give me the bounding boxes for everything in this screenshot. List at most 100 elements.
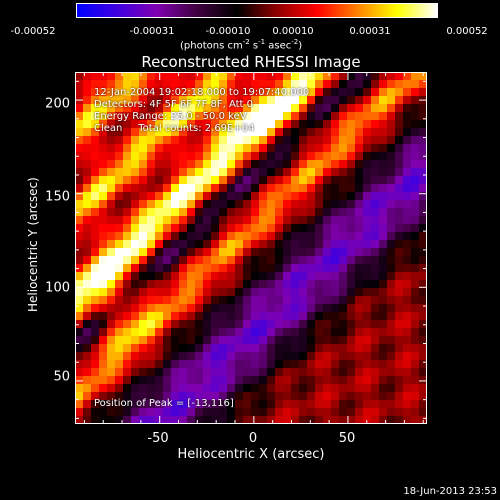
heatmap-cell [355, 408, 364, 417]
heatmap-cell [251, 320, 260, 329]
heatmap-cell [347, 336, 356, 345]
heatmap-cell [123, 144, 132, 153]
heatmap-cell [163, 88, 172, 97]
heatmap-cell [243, 200, 252, 209]
heatmap-cell [75, 120, 84, 129]
heatmap-cell [371, 88, 380, 97]
heatmap-cell [187, 176, 196, 185]
heatmap-cell [267, 408, 276, 417]
heatmap-cell [275, 416, 284, 424]
heatmap-cell [107, 192, 116, 201]
heatmap-cell [331, 136, 340, 145]
heatmap-cell [299, 112, 308, 121]
heatmap-cell [187, 224, 196, 233]
heatmap-cell [123, 128, 132, 137]
heatmap-cell [291, 368, 300, 377]
heatmap-cell [139, 248, 148, 257]
heatmap-cell [259, 144, 268, 153]
heatmap-cell [131, 264, 140, 273]
heatmap-cell [379, 232, 388, 241]
heatmap-cell [291, 256, 300, 265]
heatmap-cell [195, 120, 204, 129]
heatmap-cell [187, 200, 196, 209]
heatmap-cell [107, 136, 116, 145]
heatmap-cell [403, 232, 412, 241]
heatmap-cell [99, 160, 108, 169]
heatmap-cell [291, 344, 300, 353]
heatmap-cell [259, 392, 268, 401]
heatmap-cell [387, 408, 396, 417]
heatmap-cell [395, 216, 404, 225]
heatmap-cell [323, 168, 332, 177]
heatmap-cell [163, 336, 172, 345]
heatmap-cell [419, 136, 427, 145]
heatmap-cell [371, 392, 380, 401]
heatmap-cell [243, 304, 252, 313]
heatmap-cell [267, 168, 276, 177]
heatmap-cell [387, 400, 396, 409]
heatmap-cell [147, 128, 156, 137]
heatmap-cell [179, 72, 188, 81]
heatmap-cell [347, 72, 356, 81]
heatmap-cell [211, 216, 220, 225]
heatmap-cell [291, 400, 300, 409]
heatmap-cell [219, 144, 228, 153]
heatmap-cell [139, 352, 148, 361]
heatmap-cell [107, 328, 116, 337]
heatmap-cell [251, 368, 260, 377]
heatmap-cell [403, 192, 412, 201]
heatmap-cell [395, 144, 404, 153]
heatmap-cell [267, 120, 276, 129]
heatmap-cell [115, 288, 124, 297]
heatmap-cell [419, 272, 427, 281]
heatmap-cell [355, 280, 364, 289]
heatmap-cell [403, 160, 412, 169]
heatmap-cell [355, 296, 364, 305]
heatmap-cell [147, 272, 156, 281]
heatmap-cell [355, 112, 364, 121]
heatmap-cell [267, 336, 276, 345]
heatmap-cell [283, 208, 292, 217]
heatmap-cell [331, 360, 340, 369]
heatmap-cell [299, 392, 308, 401]
heatmap-cell [339, 192, 348, 201]
heatmap-cell [395, 400, 404, 409]
heatmap-cell [355, 384, 364, 393]
heatmap-cell [403, 400, 412, 409]
heatmap-cell [163, 248, 172, 257]
heatmap-cell [331, 88, 340, 97]
heatmap-cell [267, 416, 276, 424]
heatmap-cell [419, 200, 427, 209]
heatmap-cell [339, 248, 348, 257]
heatmap-cell [419, 88, 427, 97]
heatmap-cell [115, 200, 124, 209]
heatmap-cell [115, 72, 124, 81]
heatmap-cell [195, 272, 204, 281]
heatmap-cell [91, 192, 100, 201]
heatmap-cell [227, 400, 236, 409]
heatmap-cell [419, 408, 427, 417]
heatmap-cell [363, 392, 372, 401]
heatmap-cell [235, 128, 244, 137]
heatmap-cell [163, 416, 172, 424]
heatmap-cell [107, 224, 116, 233]
heatmap-cell [323, 240, 332, 249]
heatmap-cell [291, 152, 300, 161]
heatmap-cell [339, 328, 348, 337]
heatmap-cell [235, 136, 244, 145]
heatmap-cell [331, 384, 340, 393]
heatmap-cell [283, 320, 292, 329]
heatmap-cell [75, 184, 84, 193]
heatmap-cell [131, 72, 140, 81]
heatmap-cell [379, 224, 388, 233]
heatmap-cell [323, 344, 332, 353]
heatmap-cell [155, 200, 164, 209]
heatmap-cell [411, 336, 420, 345]
heatmap-cell [131, 328, 140, 337]
heatmap-cell [235, 120, 244, 129]
heatmap-cell [267, 280, 276, 289]
heatmap-cell [203, 416, 212, 424]
heatmap-cell [387, 96, 396, 105]
heatmap-cell [363, 184, 372, 193]
heatmap-cell [131, 256, 140, 265]
